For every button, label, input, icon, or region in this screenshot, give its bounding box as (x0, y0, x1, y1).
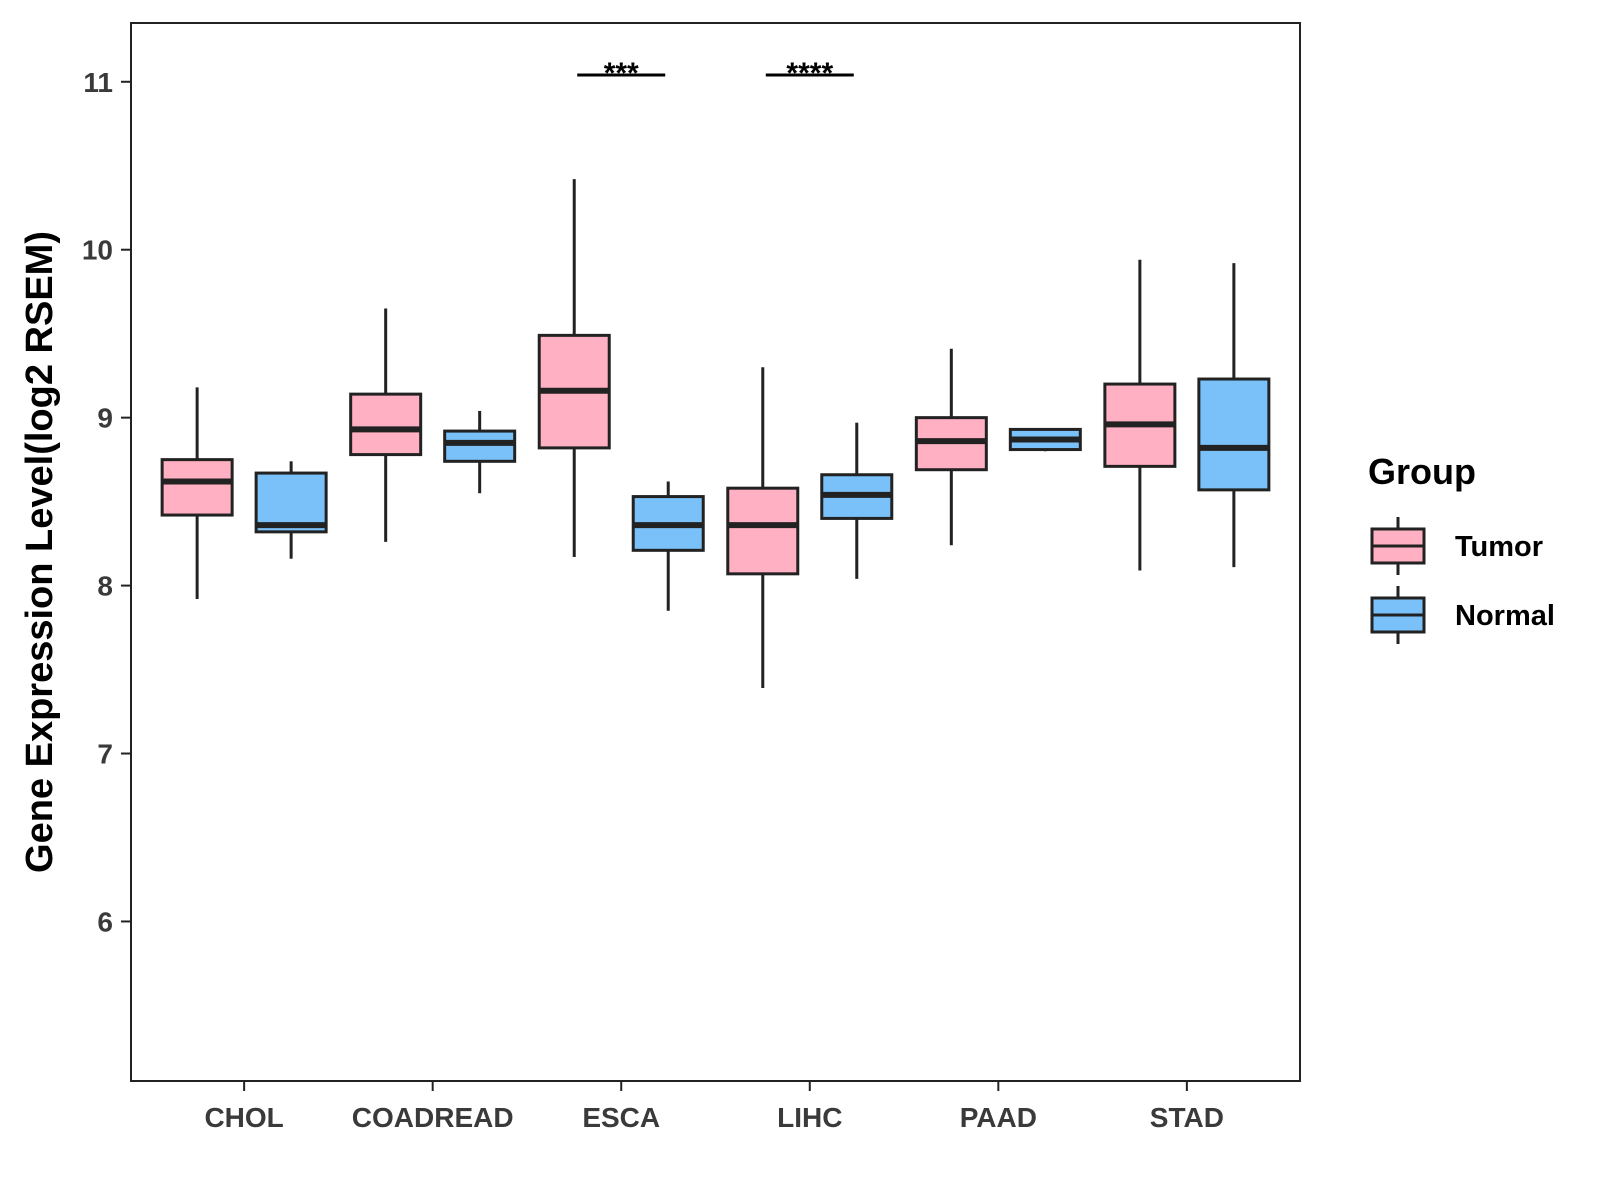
box-tumor-stad (1103, 259, 1177, 571)
y-tick-label-7: 7 (97, 739, 113, 770)
box-tumor-paad (914, 348, 988, 546)
box-tumor-chol-iqr-box (160, 458, 234, 517)
x-tick-label-lihc: LIHC (777, 1102, 842, 1133)
y-tick-label-10: 10 (82, 235, 113, 266)
box-normal-chol-iqr-box (254, 471, 328, 534)
box-normal-esca (631, 481, 705, 611)
box-normal-paad (1008, 427, 1082, 452)
x-tick-label-esca: ESCA (582, 1102, 660, 1133)
box-normal-lihc (820, 422, 894, 579)
box-tumor-chol (160, 387, 234, 600)
box-normal-coadread-iqr-box (443, 429, 517, 463)
box-tumor-esca (537, 179, 611, 558)
significance-label-lihc: **** (786, 57, 833, 90)
box-tumor-coadread (349, 308, 423, 542)
box-normal-chol (254, 461, 328, 559)
box-normal-coadread (443, 410, 517, 494)
y-tick-label-11: 11 (83, 67, 113, 98)
box-normal-stad-iqr-box (1197, 377, 1271, 492)
box-tumor-lihc (726, 367, 800, 689)
y-tick-label-9: 9 (97, 403, 113, 434)
legend-label-normal: Normal (1455, 600, 1555, 632)
y-axis-title: Gene Expression Level(log2 RSEM) (19, 231, 61, 873)
legend-key-normal (1370, 586, 1426, 644)
box-tumor-lihc-iqr-box (726, 486, 800, 576)
x-tick-label-coadread: COADREAD (352, 1102, 514, 1133)
legend-key-tumor (1370, 517, 1426, 575)
y-tick-label-8: 8 (97, 571, 113, 602)
legend-title: Group (1368, 451, 1476, 492)
legend-label-tumor: Tumor (1455, 531, 1543, 563)
box-tumor-coadread-iqr-box (349, 392, 423, 457)
x-tick-label-paad: PAAD (960, 1102, 1037, 1133)
plot-panel-border (130, 22, 1301, 1082)
box-normal-stad (1197, 263, 1271, 568)
x-tick-label-chol: CHOL (204, 1102, 283, 1133)
x-tick-label-stad: STAD (1150, 1102, 1224, 1133)
y-tick-label-6: 6 (97, 906, 113, 937)
significance-label-esca: *** (604, 57, 639, 90)
